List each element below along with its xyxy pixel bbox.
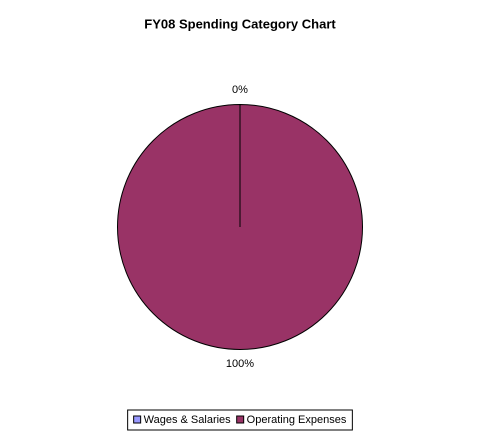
legend-swatch bbox=[133, 415, 142, 424]
data-label: 0% bbox=[232, 84, 248, 96]
legend-label: Operating Expenses bbox=[247, 414, 347, 426]
legend: Wages & Salaries Operating Expenses bbox=[127, 409, 353, 431]
chart-title: FY08 Spending Category Chart bbox=[144, 16, 336, 31]
data-label: 100% bbox=[226, 358, 254, 370]
legend-swatch bbox=[236, 415, 245, 424]
legend-label: Wages & Salaries bbox=[144, 414, 232, 426]
